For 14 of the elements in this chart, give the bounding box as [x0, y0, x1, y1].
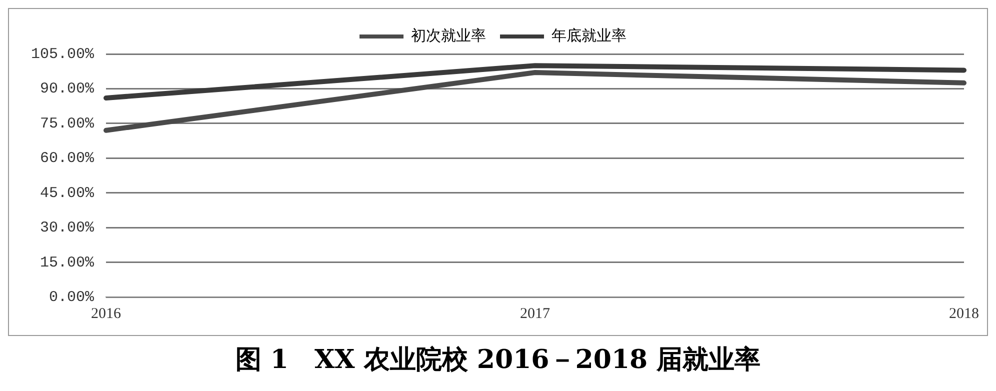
y-tick-label: 30.00%: [40, 220, 95, 237]
y-tick-label: 0.00%: [48, 288, 95, 306]
y-tick-label: 105.00%: [30, 46, 96, 63]
x-tick-label: 2016: [91, 306, 122, 322]
y-tick-label: 90.00%: [40, 80, 95, 98]
legend-label: 初次就业率: [411, 26, 486, 44]
x-tick-label: 2017: [520, 306, 551, 322]
y-tick-label: 45.00%: [40, 184, 95, 202]
x-tick-label: 2018: [949, 306, 979, 322]
y-tick-label: 60.00%: [40, 150, 95, 168]
y-tick-label: 15.00%: [40, 254, 95, 272]
y-tick-label: 75.00%: [40, 115, 95, 132]
legend-label: 年底就业率: [552, 26, 626, 44]
text: 图 1 XX 农业院校 2016－2018 届就业率: [234, 344, 762, 377]
